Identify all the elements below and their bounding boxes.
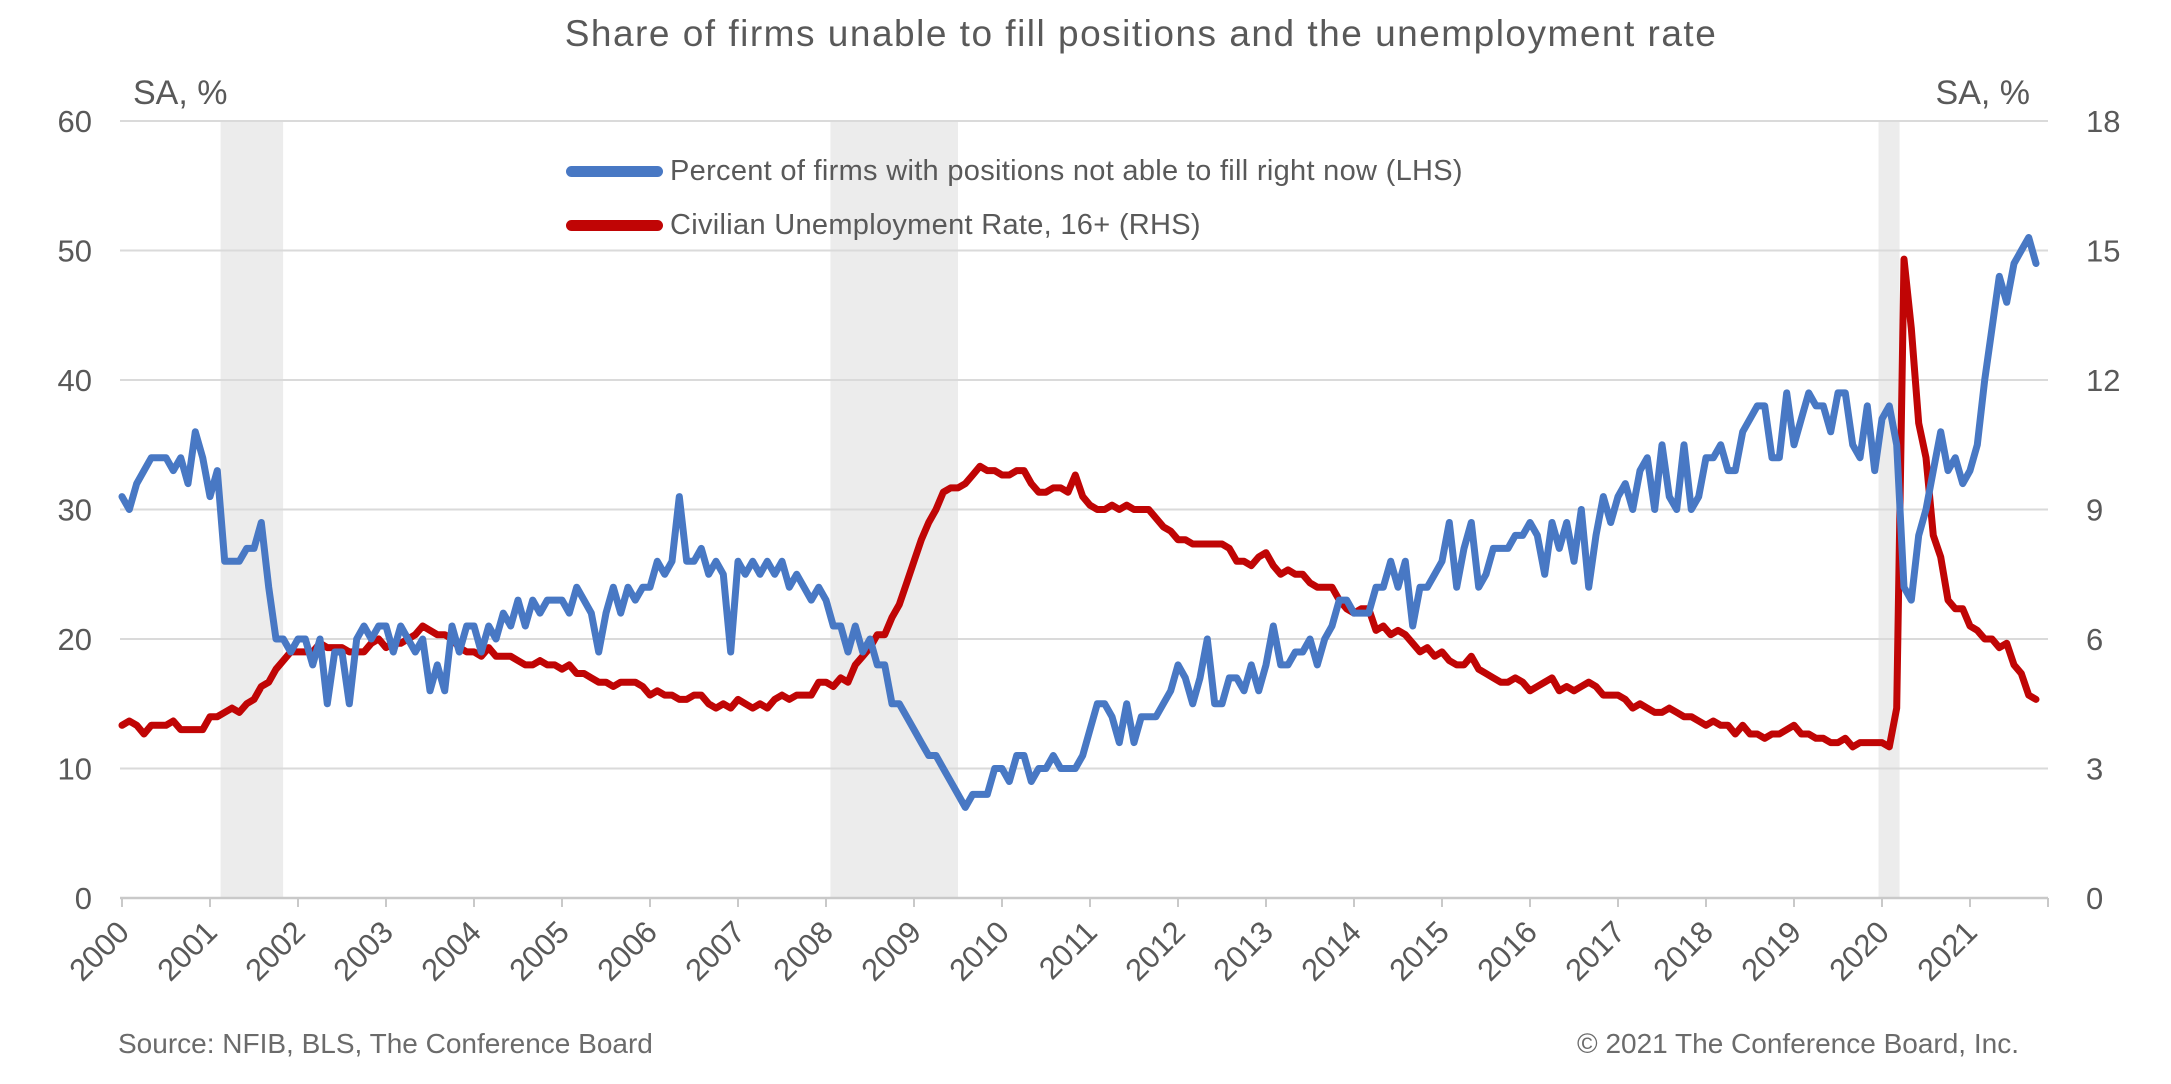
x-axis-year-label: 2019 xyxy=(1734,914,1808,988)
x-axis-year-label: 2021 xyxy=(1910,914,1984,988)
right-axis-unit-label: SA, % xyxy=(1935,74,2030,112)
x-axis-year-label: 2014 xyxy=(1294,914,1368,988)
y-axis-left-label: 30 xyxy=(58,493,92,528)
x-axis-year-label: 2003 xyxy=(326,914,400,988)
y-axis-left-label: 40 xyxy=(58,363,92,398)
x-axis-year-label: 2015 xyxy=(1382,914,1456,988)
x-axis-year-label: 2012 xyxy=(1118,914,1192,988)
legend-label-firms: Percent of firms with positions not able… xyxy=(670,154,1463,187)
x-axis-year-label: 2000 xyxy=(62,914,136,988)
x-axis-year-label: 2017 xyxy=(1558,914,1632,988)
legend-item-unemployment: Civilian Unemployment Rate, 16+ (RHS) xyxy=(566,198,1463,252)
legend-swatch-firms xyxy=(566,165,663,177)
x-axis-year-label: 2016 xyxy=(1470,914,1544,988)
x-axis-year-label: 2009 xyxy=(854,914,928,988)
x-axis-year-label: 2001 xyxy=(150,914,224,988)
y-axis-right-label: 15 xyxy=(2086,234,2120,269)
y-axis-left-label: 10 xyxy=(58,752,92,787)
y-axis-right-label: 3 xyxy=(2086,752,2103,787)
x-axis-year-label: 2008 xyxy=(766,914,840,988)
x-axis-year-label: 2005 xyxy=(502,914,576,988)
y-axis-right-label: 9 xyxy=(2086,493,2103,528)
source-note: Source: NFIB, BLS, The Conference Board xyxy=(118,1028,653,1059)
y-axis-left-label: 20 xyxy=(58,622,92,657)
y-axis-right-label: 6 xyxy=(2086,622,2103,657)
legend-swatch-unemployment xyxy=(566,219,663,231)
y-axis-left-label: 60 xyxy=(58,104,92,139)
y-axis-right-label: 18 xyxy=(2086,104,2120,139)
x-axis-year-label: 2013 xyxy=(1206,914,1280,988)
x-axis-year-label: 2020 xyxy=(1822,914,1896,988)
legend-item-firms: Percent of firms with positions not able… xyxy=(566,144,1463,198)
chart-title: Share of firms unable to fill positions … xyxy=(564,13,1718,54)
legend-label-unemployment: Civilian Unemployment Rate, 16+ (RHS) xyxy=(670,208,1201,241)
y-axis-left-label: 50 xyxy=(58,234,92,269)
y-axis-right-label: 0 xyxy=(2086,881,2103,916)
x-axis-year-label: 2004 xyxy=(414,914,488,988)
x-axis-year-label: 2006 xyxy=(590,914,664,988)
x-axis-year-label: 2018 xyxy=(1646,914,1720,988)
x-axis-year-label: 2007 xyxy=(678,914,752,988)
firms-line-series xyxy=(118,234,2040,811)
x-axis-year-label: 2011 xyxy=(1032,914,1104,986)
copyright-note: © 2021 The Conference Board, Inc. xyxy=(1577,1028,2019,1059)
y-axis-left-label: 0 xyxy=(75,881,92,916)
x-axis-year-label: 2002 xyxy=(238,914,312,988)
y-axis-right-label: 12 xyxy=(2086,363,2120,398)
x-axis-year-label: 2010 xyxy=(942,914,1016,988)
legend: Percent of firms with positions not able… xyxy=(566,144,1463,252)
left-axis-unit-label: SA, % xyxy=(133,74,228,112)
unemployment-line-series xyxy=(118,255,2040,751)
